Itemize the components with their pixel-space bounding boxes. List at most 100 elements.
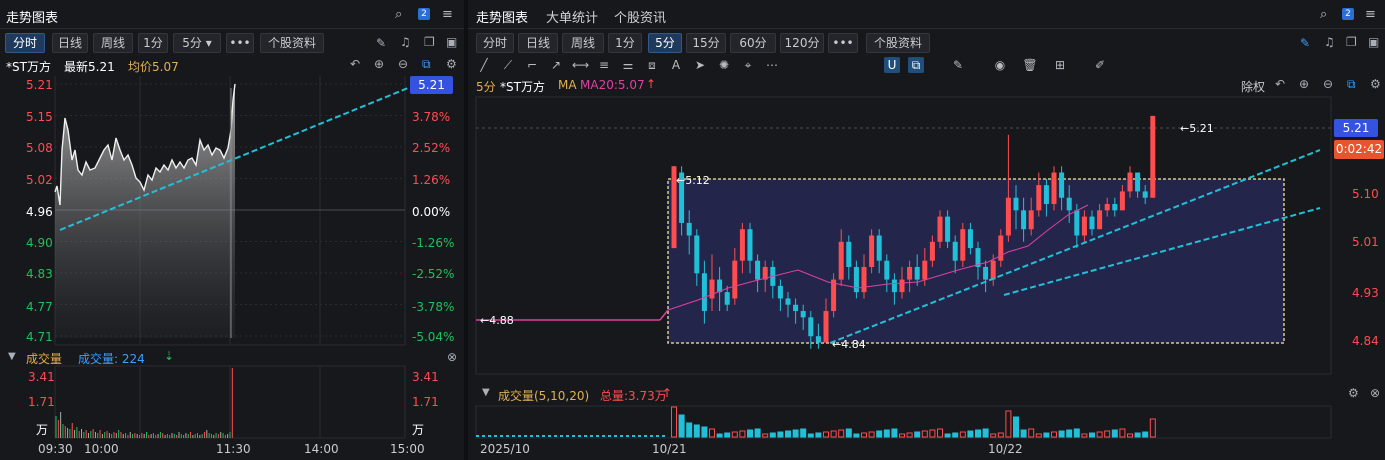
draw-icon[interactable]: ✎ bbox=[1300, 36, 1311, 50]
close-volume-icon[interactable]: ⊗ bbox=[447, 350, 458, 364]
intraday-chart[interactable] bbox=[0, 0, 464, 460]
tab-trend-chart[interactable]: 走势图表 bbox=[476, 11, 529, 26]
window-count-badge[interactable]: 2 bbox=[1342, 8, 1354, 20]
arrow-mark-icon[interactable]: ➤ bbox=[694, 58, 706, 72]
period-button[interactable]: 周线 bbox=[562, 33, 604, 53]
period-button[interactable]: 日线 bbox=[518, 33, 558, 53]
undo-icon[interactable]: ↶ bbox=[350, 57, 361, 71]
kline-chart[interactable]: ←5.21 ←5.12 ←4.88 ←4.84 bbox=[468, 0, 1385, 460]
period-button[interactable]: 分时 bbox=[5, 33, 45, 53]
period-button[interactable]: 个股资料 bbox=[866, 33, 930, 53]
legend-stock-name: *ST万方 bbox=[500, 80, 545, 94]
search-icon[interactable]: ⌕ bbox=[1320, 7, 1328, 22]
candle-body bbox=[1005, 197, 1011, 236]
zoom-in-icon[interactable]: ⊕ bbox=[374, 57, 385, 71]
period-button[interactable]: 60分 bbox=[730, 33, 776, 53]
zoom-out-icon[interactable]: ⊖ bbox=[1323, 77, 1334, 91]
grid-icon[interactable]: ⊞ bbox=[1054, 58, 1066, 72]
screen-icon[interactable]: ▣ bbox=[446, 35, 458, 49]
period-button[interactable]: 分时 bbox=[476, 33, 514, 53]
settings-gear-icon[interactable]: ⚙ bbox=[446, 57, 457, 71]
period-button[interactable]: 周线 bbox=[93, 33, 133, 53]
candle-body bbox=[838, 241, 844, 280]
period-button[interactable]: 5分 bbox=[648, 33, 682, 53]
tab-stock-news[interactable]: 个股资讯 bbox=[614, 11, 667, 26]
eye-icon[interactable]: ◉ bbox=[994, 58, 1006, 72]
hline-tool-icon[interactable]: ⟷ bbox=[572, 58, 590, 72]
candle-body bbox=[1059, 172, 1065, 198]
period-button[interactable]: 15分 bbox=[686, 33, 726, 53]
window-count-badge[interactable]: 2 bbox=[418, 8, 430, 20]
tab-big-order-stats[interactable]: 大单统计 bbox=[546, 11, 599, 26]
period-button[interactable]: 日线 bbox=[52, 33, 88, 53]
left-header: 走势图表 ⌕ 2 ≡ bbox=[0, 0, 464, 29]
screen-icon[interactable]: ▣ bbox=[1368, 35, 1380, 49]
zoom-in-icon[interactable]: ⊕ bbox=[1299, 77, 1310, 91]
line-tool-icon[interactable]: ╱ bbox=[480, 58, 488, 72]
candle-body bbox=[1135, 172, 1141, 192]
time-tick: 15:00 bbox=[390, 442, 425, 456]
volume-bar bbox=[883, 429, 890, 438]
close-volume-icon[interactable]: ⊗ bbox=[1370, 386, 1381, 400]
candle-body bbox=[823, 311, 829, 343]
candle-body bbox=[671, 166, 677, 249]
trash-icon[interactable]: 🗑 bbox=[1022, 58, 1038, 72]
candle-body bbox=[800, 311, 806, 318]
layout-icon[interactable]: ⧉ bbox=[1347, 77, 1356, 91]
vol-unit-right: 万 bbox=[412, 423, 425, 437]
ray-tool-icon[interactable]: ⟋ bbox=[503, 58, 513, 72]
text-tool-icon[interactable]: A bbox=[671, 58, 681, 72]
zoom-out-icon[interactable]: ⊖ bbox=[398, 57, 409, 71]
more-tools-icon[interactable]: ⋯ bbox=[766, 58, 778, 72]
segment-tool-icon[interactable]: ⌐ bbox=[526, 58, 538, 72]
alert-bell-icon[interactable]: ♫ bbox=[1324, 35, 1335, 49]
layout-icon[interactable]: ⧉ bbox=[422, 57, 431, 71]
period-button[interactable]: ••• bbox=[828, 33, 858, 53]
undo-icon[interactable]: ↶ bbox=[1275, 77, 1286, 91]
total-volume: 总量:3.73万 bbox=[600, 389, 667, 403]
volume-bar bbox=[701, 426, 708, 438]
channel-tool-icon[interactable]: ≡ bbox=[598, 58, 610, 72]
search-icon[interactable]: ⌕ bbox=[395, 7, 403, 22]
draw-icon[interactable]: ✎ bbox=[376, 36, 387, 50]
volume-bar bbox=[823, 431, 829, 438]
period-button[interactable]: 个股资料 bbox=[260, 33, 324, 53]
period-button[interactable]: 120分 bbox=[780, 33, 824, 53]
copy-window-icon[interactable]: ❐ bbox=[1346, 35, 1357, 49]
rect-tool-icon[interactable]: ⧈ bbox=[648, 58, 656, 72]
arrow-tool-icon[interactable]: ↗ bbox=[550, 58, 562, 72]
lock-icon[interactable]: ⧉ bbox=[908, 57, 924, 73]
date-tick: 10/21 bbox=[652, 442, 687, 456]
volume-bar bbox=[747, 429, 753, 438]
fib-tool-icon[interactable]: ⚌ bbox=[622, 58, 634, 72]
up-arrow-icon: ↑ bbox=[662, 386, 673, 400]
menu-icon[interactable]: ≡ bbox=[1365, 7, 1376, 22]
pen-tool-icon[interactable]: ⌖ bbox=[744, 58, 752, 72]
collapse-volume-icon[interactable]: ▼ bbox=[8, 351, 16, 362]
volume-bar bbox=[1096, 431, 1103, 438]
ruler-icon[interactable]: ✐ bbox=[1094, 58, 1106, 72]
candle-body bbox=[831, 279, 837, 312]
volume-bar bbox=[1081, 433, 1088, 438]
alert-bell-icon[interactable]: ♫ bbox=[400, 35, 411, 49]
price-tick: 4.84 bbox=[1352, 334, 1379, 348]
candle-body bbox=[1036, 185, 1042, 211]
period-button[interactable]: 1分 bbox=[138, 33, 168, 53]
period-button[interactable]: 1分 bbox=[608, 33, 642, 53]
brush-icon[interactable]: ✎ bbox=[952, 58, 964, 72]
volume-bar bbox=[678, 414, 685, 438]
ex-rights-button[interactable]: 除权 bbox=[1241, 80, 1266, 94]
volume-bar bbox=[853, 433, 860, 438]
fan-tool-icon[interactable]: ✺ bbox=[718, 58, 730, 72]
period-button[interactable]: 5分 ▾ bbox=[173, 33, 221, 53]
settings-volume-icon[interactable]: ⚙ bbox=[1348, 386, 1359, 400]
period-button[interactable]: ••• bbox=[226, 33, 254, 53]
magnet-icon[interactable]: U bbox=[884, 57, 900, 73]
copy-window-icon[interactable]: ❐ bbox=[424, 35, 435, 49]
tab-trend-chart[interactable]: 走势图表 bbox=[6, 11, 59, 26]
settings-gear-icon[interactable]: ⚙ bbox=[1370, 77, 1381, 91]
latest-price-label: 最新5.21 bbox=[64, 60, 115, 74]
collapse-volume-icon[interactable]: ▼ bbox=[482, 387, 490, 398]
menu-icon[interactable]: ≡ bbox=[442, 7, 453, 22]
stock-name: *ST万方 bbox=[6, 60, 51, 74]
